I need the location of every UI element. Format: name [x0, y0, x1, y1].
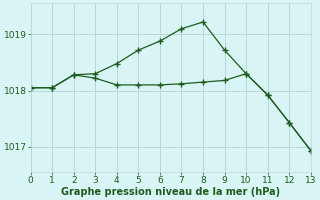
- X-axis label: Graphe pression niveau de la mer (hPa): Graphe pression niveau de la mer (hPa): [61, 187, 280, 197]
